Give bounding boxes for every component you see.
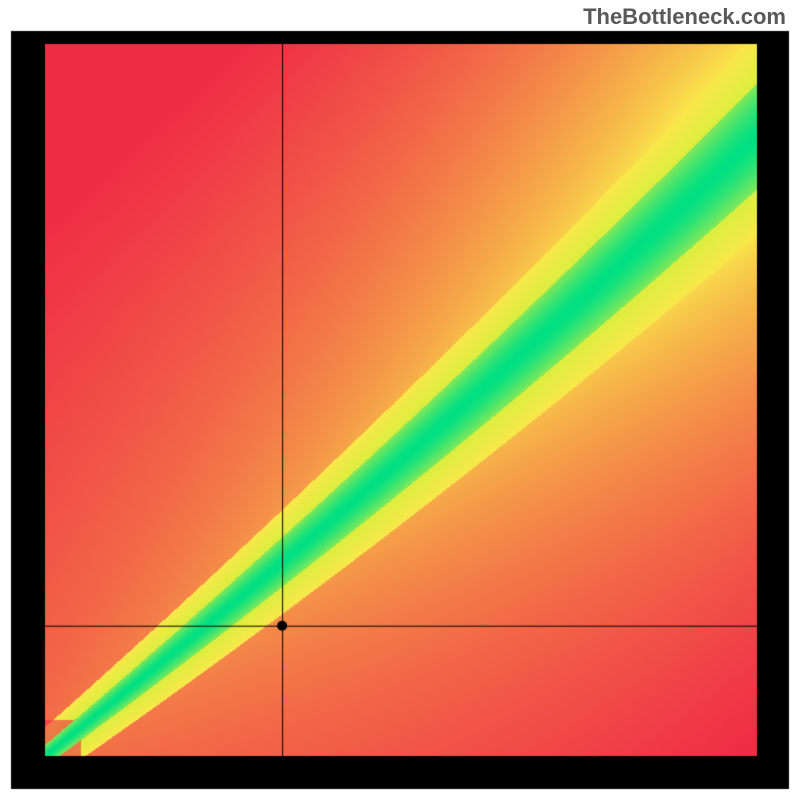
watermark-label: TheBottleneck.com	[583, 4, 786, 30]
bottleneck-heatmap-canvas	[0, 0, 800, 800]
chart-container: TheBottleneck.com	[0, 0, 800, 800]
